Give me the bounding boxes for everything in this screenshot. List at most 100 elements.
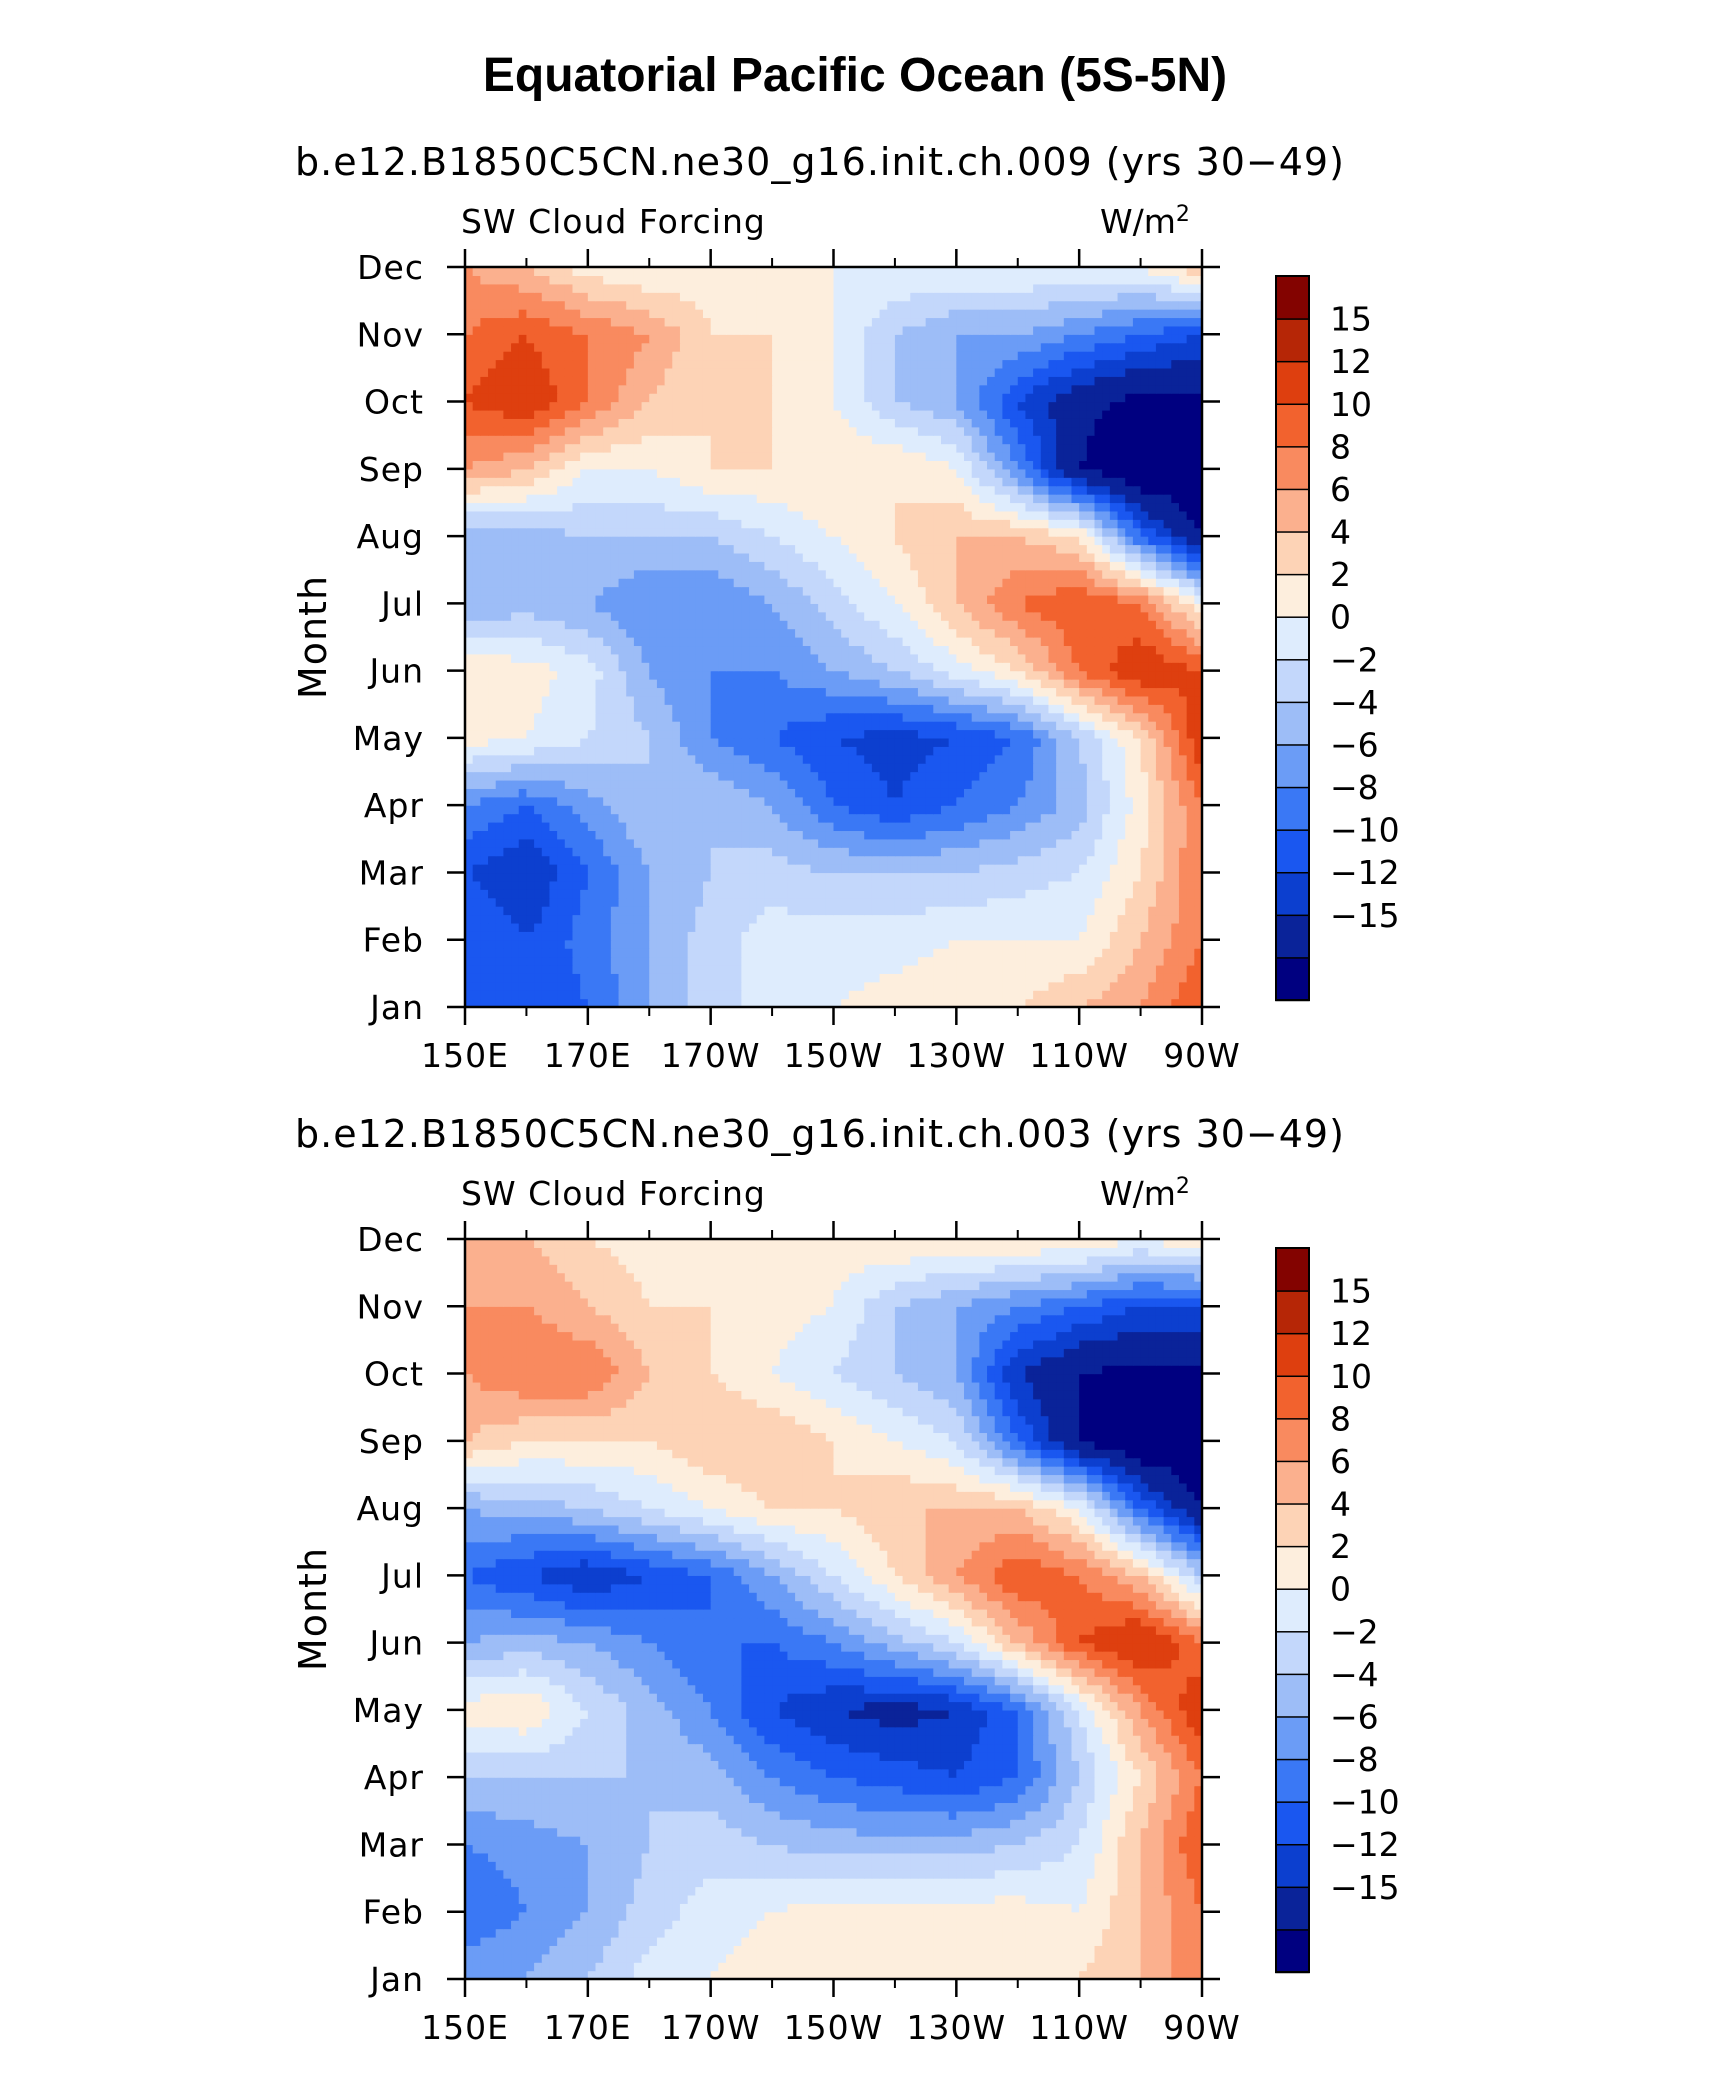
colorbar-label: 12 bbox=[1330, 1314, 1372, 1353]
y-tick-label: Dec bbox=[357, 248, 424, 287]
y-tick-label: Jun bbox=[367, 1624, 424, 1663]
y-tick-label: May bbox=[353, 1691, 424, 1730]
colorbar-box bbox=[1276, 830, 1309, 873]
colorbar-label: 10 bbox=[1330, 385, 1372, 424]
x-tick-label: 110W bbox=[1029, 1036, 1129, 1075]
colorbar-box bbox=[1276, 1887, 1309, 1930]
x-tick-label: 170E bbox=[544, 1036, 632, 1075]
colorbar-box bbox=[1276, 1333, 1309, 1376]
colorbar-label: 8 bbox=[1330, 1399, 1351, 1438]
colorbar-box bbox=[1276, 1418, 1309, 1461]
colorbar-label: 2 bbox=[1330, 555, 1351, 594]
colorbar-label: −8 bbox=[1330, 1740, 1379, 1779]
y-tick-label: Jul bbox=[379, 1556, 424, 1595]
y-tick-label: Sep bbox=[359, 450, 424, 489]
y-tick-label: Mar bbox=[359, 853, 424, 892]
colorbar-box bbox=[1276, 1248, 1309, 1291]
x-tick-label: 90W bbox=[1163, 2008, 1241, 2047]
colorbar-label: −6 bbox=[1330, 1697, 1379, 1736]
panel-top: b.e12.B1850C5CN.ne30_g16.init.ch.009 (yr… bbox=[0, 140, 1710, 1120]
x-tick-label: 170W bbox=[661, 2008, 761, 2047]
colorbar-label: 15 bbox=[1330, 300, 1372, 339]
colorbar-label: −2 bbox=[1330, 1612, 1379, 1651]
colorbar-box bbox=[1276, 1461, 1309, 1504]
colorbar-box bbox=[1276, 404, 1309, 447]
colorbar-box bbox=[1276, 1674, 1309, 1717]
y-tick-label: Feb bbox=[363, 921, 424, 960]
y-tick-label: Apr bbox=[364, 1758, 424, 1797]
colorbar-label: −4 bbox=[1330, 1655, 1379, 1694]
colorbar-box bbox=[1276, 787, 1309, 830]
colorbar-label: 8 bbox=[1330, 427, 1351, 466]
y-tick-label: Jan bbox=[368, 1960, 424, 1999]
colorbar-box bbox=[1276, 744, 1309, 787]
colorbar-label: 0 bbox=[1330, 598, 1351, 637]
colorbar-box bbox=[1276, 872, 1309, 915]
colorbar-box bbox=[1276, 489, 1309, 532]
colorbar-box bbox=[1276, 1759, 1309, 1802]
colorbar-label: 6 bbox=[1330, 470, 1351, 509]
y-axis-label: Month bbox=[291, 575, 335, 699]
colorbar-box bbox=[1276, 361, 1309, 404]
colorbar-box bbox=[1276, 1631, 1309, 1674]
colorbar-label: −4 bbox=[1330, 683, 1379, 722]
colorbar-box bbox=[1276, 659, 1309, 702]
x-tick-label: 150E bbox=[421, 2008, 509, 2047]
colorbar-box bbox=[1276, 1929, 1309, 1972]
y-tick-label: Feb bbox=[363, 1893, 424, 1932]
colorbar-box bbox=[1276, 1504, 1309, 1547]
colorbar-label: −12 bbox=[1330, 1825, 1400, 1864]
y-tick-label: Nov bbox=[357, 315, 424, 354]
y-tick-label: Oct bbox=[364, 383, 424, 422]
y-tick-label: Jun bbox=[367, 652, 424, 691]
x-tick-label: 170W bbox=[661, 1036, 761, 1075]
panel-bottom: b.e12.B1850C5CN.ne30_g16.init.ch.003 (yr… bbox=[0, 1112, 1710, 2092]
colorbar-box bbox=[1276, 1844, 1309, 1887]
x-tick-label: 150W bbox=[784, 2008, 884, 2047]
x-tick-label: 150E bbox=[421, 1036, 509, 1075]
y-tick-label: Aug bbox=[357, 1489, 424, 1528]
y-axis-label: Month bbox=[291, 1547, 335, 1671]
colorbar-box bbox=[1276, 1291, 1309, 1334]
y-tick-label: Nov bbox=[357, 1287, 424, 1326]
colorbar-label: 4 bbox=[1330, 1485, 1351, 1524]
colorbar-label: −6 bbox=[1330, 725, 1379, 764]
x-tick-label: 90W bbox=[1163, 1036, 1241, 1075]
colorbar-label: −10 bbox=[1330, 811, 1400, 850]
colorbar-box bbox=[1276, 276, 1309, 319]
colorbar-box bbox=[1276, 617, 1309, 660]
y-tick-label: Mar bbox=[359, 1825, 424, 1864]
colorbar-label: −8 bbox=[1330, 768, 1379, 807]
x-tick-label: 170E bbox=[544, 2008, 632, 2047]
y-tick-label: Jul bbox=[379, 584, 424, 623]
colorbar-box bbox=[1276, 1716, 1309, 1759]
colorbar-box bbox=[1276, 1589, 1309, 1632]
y-tick-label: Apr bbox=[364, 786, 424, 825]
colorbar-label: −2 bbox=[1330, 640, 1379, 679]
colorbar-box bbox=[1276, 1546, 1309, 1589]
colorbar-label: −10 bbox=[1330, 1783, 1400, 1822]
colorbar-label: 15 bbox=[1330, 1272, 1372, 1311]
colorbar-label: 6 bbox=[1330, 1442, 1351, 1481]
x-tick-label: 130W bbox=[907, 1036, 1007, 1075]
y-tick-label: Oct bbox=[364, 1355, 424, 1394]
y-tick-label: Jan bbox=[368, 988, 424, 1027]
x-tick-label: 130W bbox=[907, 2008, 1007, 2047]
colorbar-box bbox=[1276, 957, 1309, 1000]
y-tick-label: Aug bbox=[357, 517, 424, 556]
y-tick-label: Sep bbox=[359, 1422, 424, 1461]
colorbar-label: 4 bbox=[1330, 513, 1351, 552]
colorbar-box bbox=[1276, 446, 1309, 489]
colorbar-box bbox=[1276, 1376, 1309, 1419]
colorbar-label: 0 bbox=[1330, 1570, 1351, 1609]
colorbar-box bbox=[1276, 1802, 1309, 1845]
colorbar-label: 2 bbox=[1330, 1527, 1351, 1566]
colorbar-box bbox=[1276, 702, 1309, 745]
colorbar-box bbox=[1276, 319, 1309, 362]
colorbar-label: −12 bbox=[1330, 853, 1400, 892]
colorbar-label: −15 bbox=[1330, 1868, 1400, 1907]
colorbar-label: −15 bbox=[1330, 896, 1400, 935]
colorbar-box bbox=[1276, 532, 1309, 575]
